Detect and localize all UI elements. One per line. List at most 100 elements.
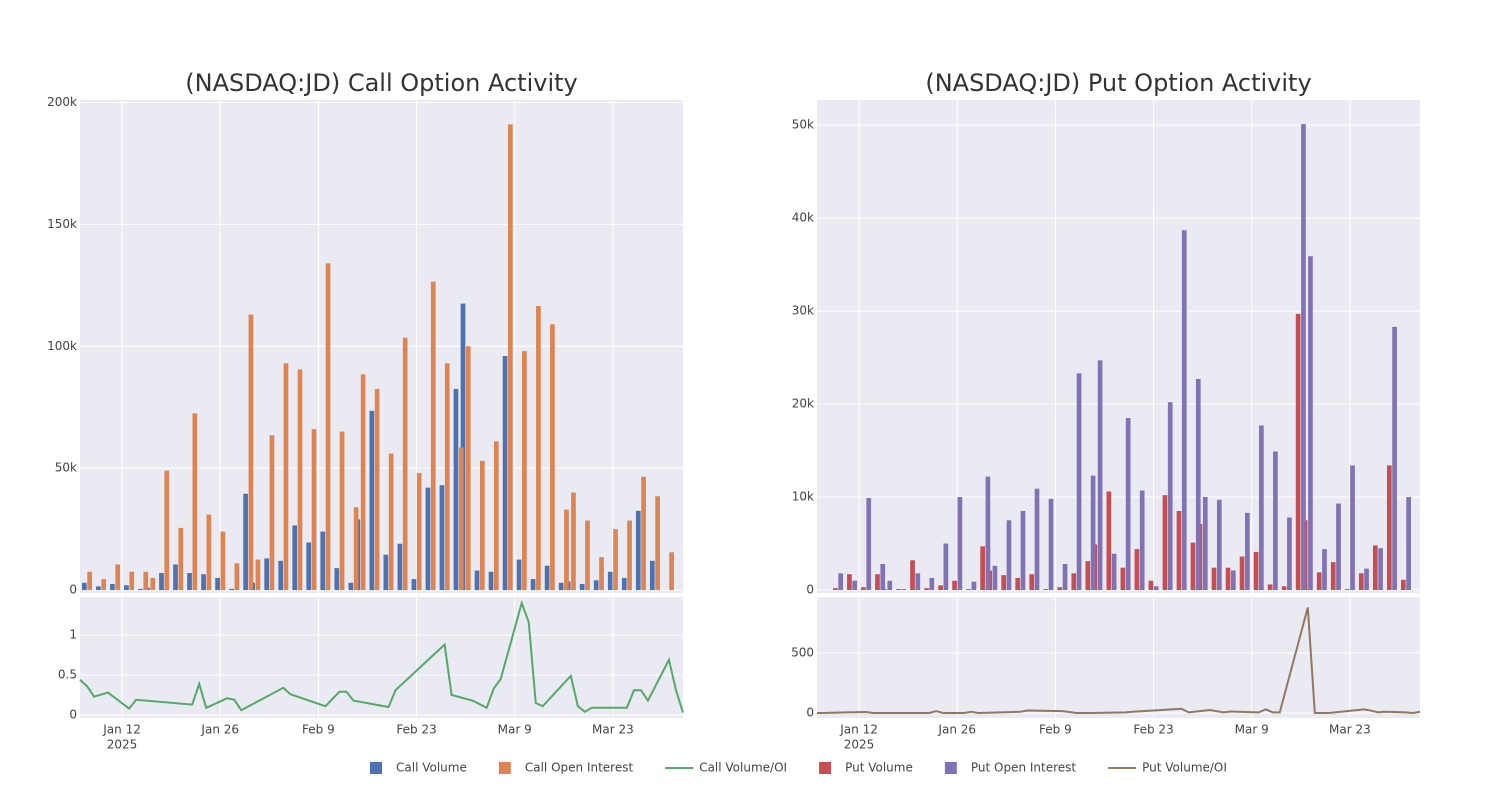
bar (1120, 567, 1126, 591)
bar (1015, 577, 1021, 591)
bar (1006, 520, 1012, 591)
y-tick-label: 0 (806, 583, 814, 597)
bar (479, 460, 485, 591)
line (79, 599, 684, 714)
bar (1106, 491, 1112, 591)
bar (430, 281, 436, 591)
bar (847, 574, 852, 591)
bar (159, 573, 164, 591)
y-tick-label: 1 (69, 628, 77, 642)
bar (234, 563, 240, 591)
bar (360, 374, 366, 591)
bar (875, 574, 880, 591)
bar (943, 543, 949, 591)
bar (248, 314, 254, 591)
legend-swatch (944, 762, 957, 774)
legend-swatch (819, 762, 832, 774)
y-tick-label: 50k (55, 461, 77, 475)
x-tick-label: Feb 23 (396, 723, 436, 737)
bar (1336, 503, 1341, 591)
bar (915, 573, 921, 591)
bar (460, 303, 466, 591)
line (817, 607, 1421, 714)
bar (558, 582, 564, 591)
bar (1364, 568, 1369, 591)
bar (896, 589, 901, 591)
x-tick-year: 2025 (844, 738, 875, 752)
bar (215, 577, 220, 591)
bar (1071, 573, 1077, 591)
bar (621, 577, 627, 591)
bar (397, 543, 403, 591)
x-tick-label: Feb 9 (302, 723, 335, 737)
bar (1322, 549, 1327, 591)
bar (1001, 575, 1007, 591)
y-tick-label: 200k (47, 95, 77, 109)
bar (87, 571, 93, 591)
y-tick-label: 30k (792, 304, 814, 318)
bar (124, 585, 129, 591)
bar (669, 552, 674, 591)
bar (353, 507, 359, 591)
bar (1139, 490, 1145, 591)
bar (374, 388, 380, 591)
bar (243, 493, 248, 591)
bar (536, 306, 541, 591)
bar (453, 388, 459, 591)
bar (1253, 551, 1259, 591)
bar (1273, 451, 1278, 591)
y-tick-label: 10k (792, 490, 814, 504)
x-tick-label: Feb 23 (1133, 723, 1173, 737)
legend-label: Call Open Interest (525, 761, 634, 775)
bar (1230, 570, 1236, 591)
bar (348, 582, 354, 591)
bar (1167, 402, 1173, 591)
y-tick-label: 0 (69, 708, 77, 722)
bar (952, 580, 957, 591)
bar (269, 435, 275, 591)
y-tick-label: 40k (792, 211, 814, 225)
x-tick-label: Feb 9 (1039, 723, 1072, 737)
bar (579, 583, 585, 591)
bar (173, 564, 178, 591)
bar (1162, 495, 1168, 591)
bar (833, 588, 838, 591)
bar (292, 525, 298, 591)
bar (938, 585, 943, 591)
bar (880, 563, 886, 591)
bar (444, 363, 450, 591)
y-tick-label: 0 (69, 583, 77, 597)
bar (388, 453, 394, 591)
bar (150, 577, 156, 591)
chart-title: (NASDAQ:JD) Call Option Activity (185, 69, 577, 97)
bar (115, 564, 121, 591)
bar (1111, 553, 1117, 591)
bar (1392, 326, 1397, 591)
bar (1034, 488, 1040, 591)
bar (627, 520, 632, 591)
legend-label: Call Volume/OI (699, 761, 787, 775)
bar (1029, 574, 1035, 591)
bar (1372, 545, 1378, 591)
legend-swatch (370, 762, 382, 774)
bar (635, 510, 641, 591)
bar (1048, 498, 1054, 591)
bar (1176, 510, 1182, 591)
bar (571, 492, 576, 591)
bar (502, 356, 508, 591)
x-tick-label: Jan 12 (102, 723, 141, 737)
bar (278, 560, 284, 591)
bar (985, 476, 991, 591)
bar (320, 531, 326, 591)
x-tick-label: Jan 26 (937, 723, 976, 737)
bar (838, 573, 844, 591)
bar (1259, 425, 1264, 591)
bar (1195, 378, 1201, 591)
bar (1153, 586, 1159, 591)
bar (1378, 548, 1383, 591)
legend-label: Put Open Interest (971, 761, 1077, 775)
x-tick-label: Mar 23 (1329, 723, 1371, 737)
bar (1125, 418, 1131, 591)
